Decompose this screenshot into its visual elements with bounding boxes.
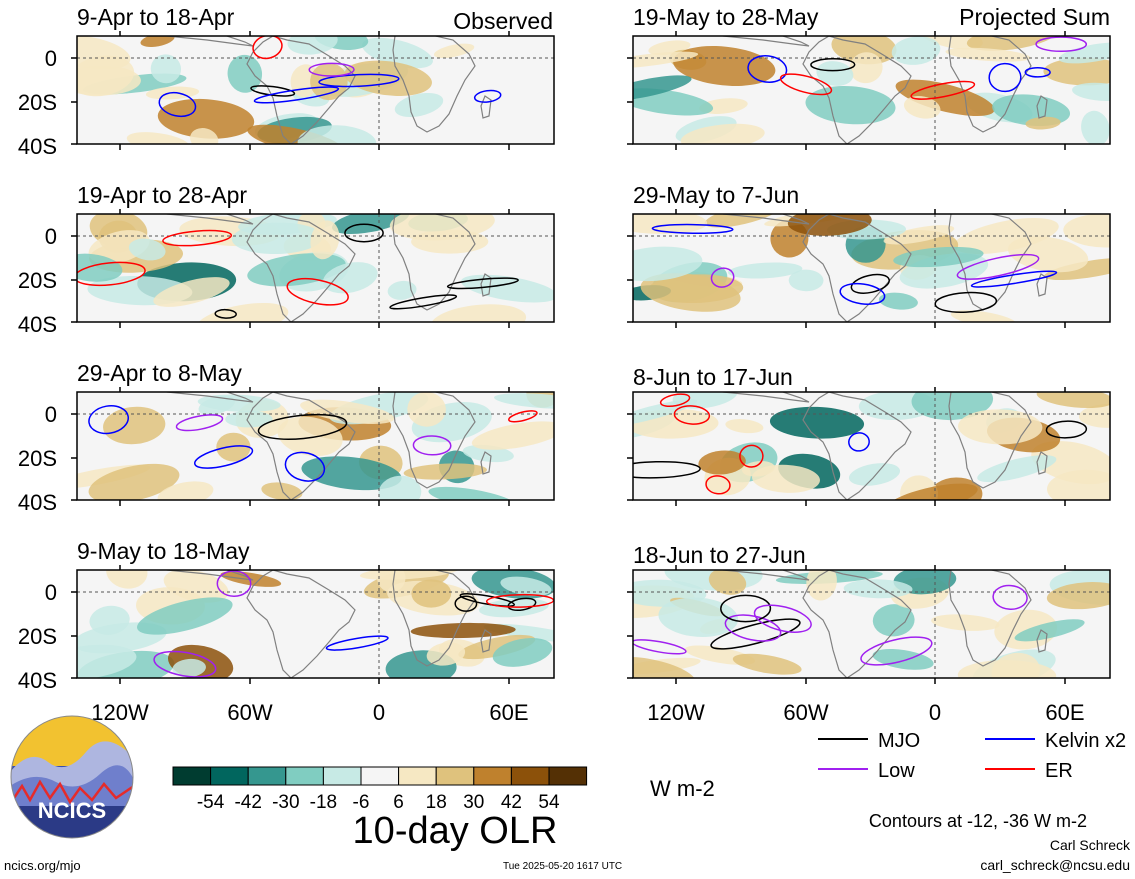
legend: MJO Kelvin x2 Low ER Contours at -12, -3… xyxy=(818,730,1126,831)
map-panel-5 xyxy=(627,31,1111,150)
colorbar-swatch xyxy=(435,766,475,786)
footer-url[interactable]: ncics.org/mjo xyxy=(4,858,81,873)
map-panel-4 xyxy=(71,565,555,684)
colorbar-tick-label: -42 xyxy=(234,792,261,813)
lon-label: 60E xyxy=(1045,700,1084,725)
lon-label: 60W xyxy=(783,700,828,725)
colorbar-tick-label: -30 xyxy=(272,792,299,813)
lat-label: 20S xyxy=(18,90,57,115)
lat-label: 20S xyxy=(18,268,57,293)
lat-label: 40S xyxy=(18,134,57,159)
panel-title-2: 19-Apr to 28-Apr xyxy=(77,182,247,208)
logo-text: NCICS xyxy=(38,798,106,823)
lat-label: 20S xyxy=(18,624,57,649)
colorbar-tick-label: -54 xyxy=(197,792,225,813)
colorbar-tick-label: 18 xyxy=(426,792,447,813)
ncics-logo: NCICS xyxy=(10,715,134,839)
panel-title-7: 8-Jun to 17-Jun xyxy=(633,364,793,390)
colorbar-swatch xyxy=(548,766,588,786)
lon-labels: 120W 60W 0 60E 120W 60W 0 60E xyxy=(91,700,1084,725)
colorbar-tick-label: 42 xyxy=(501,792,522,813)
map-panel-2 xyxy=(71,209,555,328)
lat-label: 0 xyxy=(45,580,57,605)
colorbar-tick-label: 6 xyxy=(393,792,404,813)
colorbar-tick-label: -6 xyxy=(353,792,370,813)
map-panel-8 xyxy=(627,565,1111,684)
contours-note: Contours at -12, -36 W m-2 xyxy=(869,811,1087,831)
colorbar-swatch xyxy=(210,766,249,786)
lat-label: 40S xyxy=(18,490,57,515)
panel-title-3: 29-Apr to 8-May xyxy=(77,360,242,386)
panel-title-8: 18-Jun to 27-Jun xyxy=(633,542,806,568)
lat-label: 0 xyxy=(45,402,57,427)
colorbar-tick-label: 54 xyxy=(538,792,560,813)
lat-label: 40S xyxy=(18,668,57,693)
colorbar-swatch xyxy=(398,766,437,786)
panel-title-6: 29-May to 7-Jun xyxy=(633,182,799,208)
footer-timestamp: Tue 2025-05-20 1617 UTC xyxy=(503,861,622,872)
colorbar-tick-label: 30 xyxy=(463,792,484,813)
panel-title-5: 19-May to 28-May xyxy=(633,4,819,30)
footer-author: Carl Schreck xyxy=(1050,837,1131,853)
colorbar-title: 10-day OLR xyxy=(353,810,558,852)
footer-email[interactable]: carl_schreck@ncsu.edu xyxy=(980,857,1130,873)
legend-label-mjo: MJO xyxy=(878,730,920,752)
lon-label: 120W xyxy=(91,700,149,725)
lat-label: 40S xyxy=(18,312,57,337)
map-panel-6 xyxy=(627,209,1111,328)
lat-label: 20S xyxy=(18,446,57,471)
colorbar-swatch xyxy=(247,766,287,786)
colorbar-swatch xyxy=(473,766,512,786)
map-panel-7 xyxy=(627,387,1111,506)
colorbar-swatch xyxy=(285,766,324,786)
lat-label: 0 xyxy=(45,46,57,71)
legend-label-low: Low xyxy=(878,760,915,782)
panel-title-4: 9-May to 18-May xyxy=(77,538,250,564)
lat-labels: 0 20S 40S 0 20S 40S 0 20S 40S 0 20S 40S xyxy=(18,46,57,693)
colorbar-swatch xyxy=(360,766,400,786)
colorbar-swatch xyxy=(172,766,212,786)
projected-header: Projected Sum xyxy=(959,4,1110,30)
map-panels xyxy=(71,31,1111,684)
map-panel-1 xyxy=(71,31,555,150)
map-panel-3 xyxy=(71,387,555,506)
colorbar-units: W m-2 xyxy=(650,776,715,801)
lon-label: 0 xyxy=(929,700,941,725)
lon-label: 60W xyxy=(227,700,272,725)
colorbar-tick-label: -18 xyxy=(310,792,337,813)
lat-label: 0 xyxy=(45,224,57,249)
lon-label: 60E xyxy=(489,700,528,725)
colorbar-swatch xyxy=(322,766,362,786)
lon-label: 120W xyxy=(647,700,705,725)
observed-header: Observed xyxy=(453,8,553,34)
colorbar: -54 -42 -30 -18 -6 6 18 30 42 54 xyxy=(172,766,588,813)
lon-label: 0 xyxy=(373,700,385,725)
legend-label-kelvin: Kelvin x2 xyxy=(1045,730,1126,752)
colorbar-swatch xyxy=(510,766,550,786)
panel-title-1: 9-Apr to 18-Apr xyxy=(77,4,235,30)
legend-label-er: ER xyxy=(1045,760,1073,782)
